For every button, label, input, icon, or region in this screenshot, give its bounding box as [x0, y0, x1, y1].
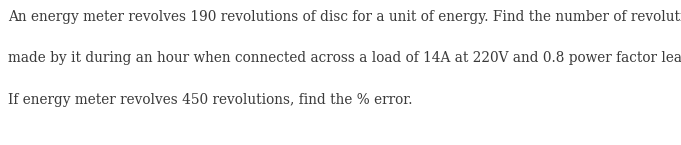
Text: An energy meter revolves 190 revolutions of disc for a unit of energy. Find the : An energy meter revolves 190 revolutions…: [8, 10, 681, 24]
Text: If energy meter revolves 450 revolutions, find the % error.: If energy meter revolves 450 revolutions…: [8, 93, 413, 107]
Text: made by it during an hour when connected across a load of 14A at 220V and 0.8 po: made by it during an hour when connected…: [8, 51, 681, 66]
